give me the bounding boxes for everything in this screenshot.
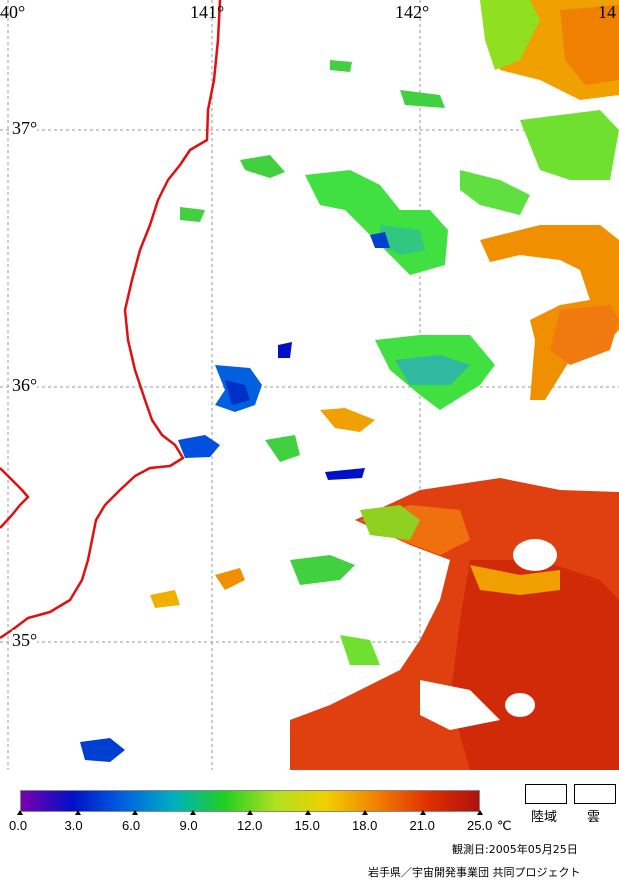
colorbar-tick-mark (247, 810, 253, 815)
observation-date: 観測日:2005年05月25日 (452, 843, 578, 856)
longitude-label: 141° (190, 2, 225, 22)
colorbar-tick-label: 15.0 (294, 818, 320, 833)
colorbar-tick-label: 6.0 (122, 818, 141, 833)
cloud-swatch (574, 784, 616, 804)
colorbar-tick-mark (132, 810, 138, 815)
colorbar-tick-mark (74, 810, 81, 815)
warm-water-north-east (480, 0, 619, 400)
coastline (0, 0, 222, 640)
colorbar-tick-label: 25.0 (467, 818, 493, 833)
credit-line: 岩手県／宇宙開発事業団 共同プロジェクト (368, 866, 581, 879)
warm-water-region (290, 478, 619, 770)
sea-surface-temperature-map (0, 0, 619, 770)
cold-water-patches (80, 232, 390, 762)
land-swatch (525, 784, 567, 804)
colorbar-tick-mark (189, 810, 196, 815)
mid-temperature-patches (180, 60, 530, 665)
cloud-label: 雲 (587, 810, 601, 825)
latitude-label: 37° (12, 118, 38, 139)
unit-label: ℃ (497, 818, 512, 833)
colorbar-tick-label: 21.0 (409, 818, 435, 833)
colorbar-tick-mark (419, 810, 426, 815)
land-label: 陸域 (531, 810, 558, 825)
colorbar-tick-label: 9.0 (179, 818, 198, 833)
colorbar-tick-mark (17, 810, 23, 815)
small-warm-patches (150, 408, 375, 608)
temperature-colorbar (20, 790, 480, 812)
longitude-label: 14 (598, 2, 616, 22)
colorbar-tick-label: 12.0 (237, 818, 263, 833)
colorbar-tick-mark (477, 810, 483, 815)
longitude-label: 40° (0, 2, 26, 22)
colorbar-tick-mark (304, 810, 311, 815)
latitude-label: 36° (12, 375, 38, 396)
latitude-label: 35° (12, 630, 38, 651)
colorbar-tick-label: 0.0 (9, 818, 28, 833)
longitude-label: 142° (395, 2, 430, 22)
colorbar-tick-label: 18.0 (352, 818, 378, 833)
colorbar-tick-mark (362, 810, 368, 815)
colorbar-tick-label: 3.0 (64, 818, 83, 833)
